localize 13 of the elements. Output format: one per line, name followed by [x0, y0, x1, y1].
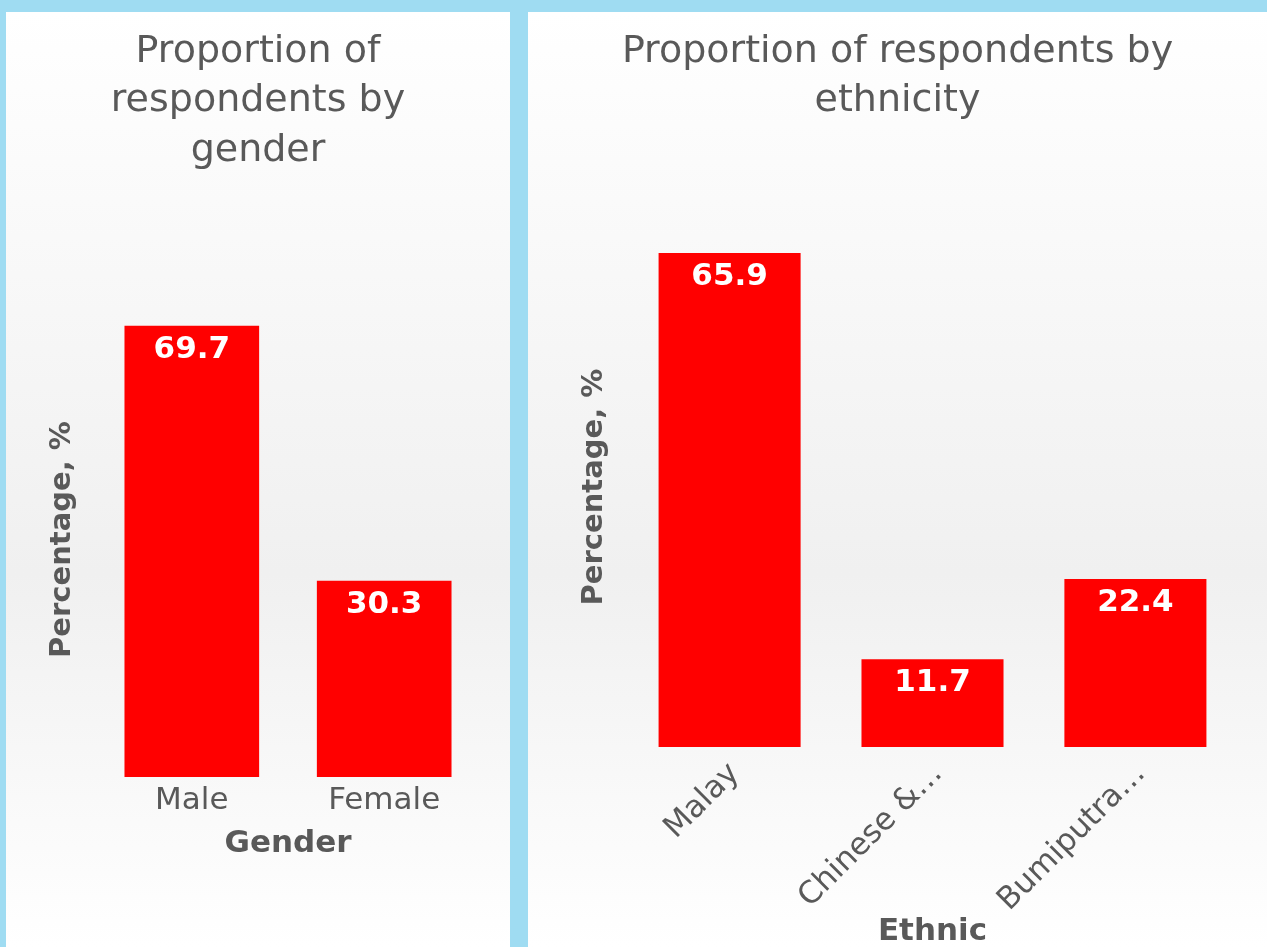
- chart-title: Proportion of respondents by ethnicity: [621, 27, 1174, 121]
- data-label: 22.4: [1097, 582, 1174, 619]
- x-tick-label: Male: [155, 780, 229, 816]
- chart-title: Proportion of respondents by gender: [110, 27, 406, 170]
- data-label: 65.9: [691, 256, 768, 292]
- x-tick-label: Female: [328, 780, 441, 816]
- x-axis-title: Gender: [224, 823, 353, 860]
- x-axis-title: Ethnic: [877, 911, 988, 947]
- y-axis-title: Percentage, %: [575, 368, 610, 606]
- data-label: 11.7: [894, 662, 971, 699]
- data-label: 69.7: [153, 328, 231, 365]
- data-label: 30.3: [345, 583, 423, 620]
- y-axis-title: Percentage, %: [43, 421, 78, 658]
